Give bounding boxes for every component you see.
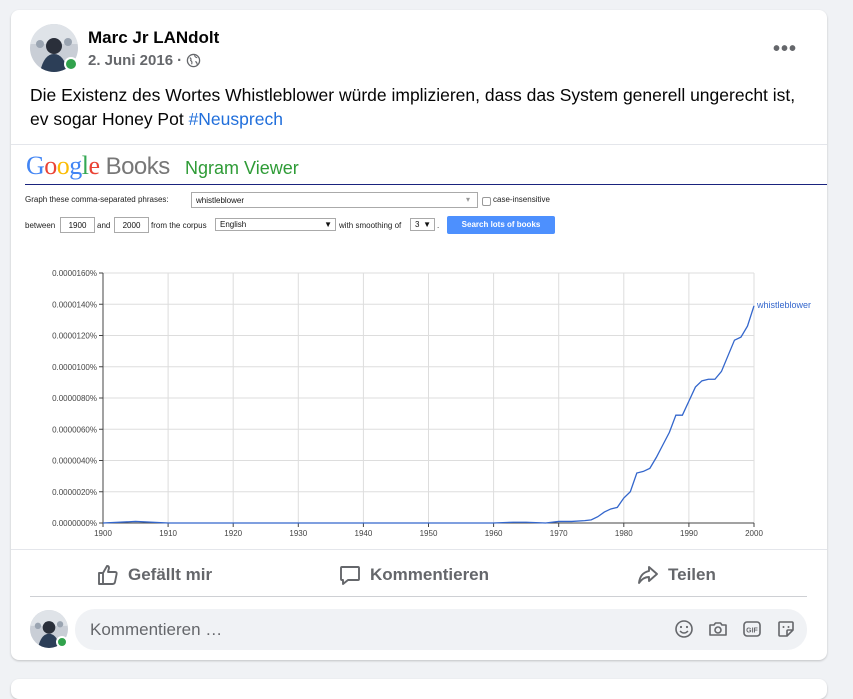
hashtag-link[interactable]: #Neusprech — [188, 109, 283, 129]
ngram-chart: 1900 1910 1920 1930 1940 1950 1960 1970 1980 1990… — [52, 269, 811, 538]
post-body: Die Existenz des Wortes Whistleblower wü… — [30, 85, 796, 129]
camera-icon[interactable] — [707, 618, 729, 640]
google-logo-letter: G — [26, 151, 45, 180]
thumbs-up-icon — [98, 565, 118, 585]
and-label: and — [97, 221, 111, 230]
dropdown-arrow-icon: ▾ — [466, 195, 471, 204]
x-tick-label: 1970 — [550, 529, 568, 538]
online-status-dot — [64, 57, 78, 71]
globe-icon — [186, 53, 201, 68]
y-tick-label: 0.0000140% — [52, 300, 97, 309]
comment-input[interactable]: Kommentieren … GIF — [75, 609, 807, 650]
meta-separator: · — [177, 52, 183, 69]
comment-button[interactable]: Kommentieren — [338, 558, 489, 592]
smoothing-arrow-icon: ▼ — [423, 220, 431, 229]
post-date[interactable]: 2. Juni 2016 — [88, 52, 174, 69]
smoothing-label: with smoothing of — [339, 221, 402, 230]
y-tick-label: 0.0000080% — [52, 394, 97, 403]
y-tick-label: 0.0000040% — [52, 457, 97, 466]
comment-icon — [340, 566, 360, 585]
case-insensitive-checkbox[interactable] — [482, 197, 491, 206]
post-text: Die Existenz des Wortes Whistleblower wü… — [30, 83, 810, 131]
series-line-whistleblower — [102, 305, 755, 524]
google-books-logo: Google Books — [26, 151, 170, 181]
like-button[interactable]: Gefällt mir — [96, 558, 212, 592]
x-tick-label: 1900 — [94, 529, 112, 538]
books-logo-text: Books — [105, 153, 171, 180]
search-books-button[interactable]: Search lots of books — [447, 216, 555, 234]
author-name[interactable]: Marc Jr LANdolt — [88, 28, 220, 47]
gif-icon[interactable]: GIF — [741, 618, 763, 640]
x-tick-label: 1910 — [159, 529, 177, 538]
google-logo-letter: e — [88, 151, 101, 180]
x-tick-label: 2000 — [745, 529, 763, 538]
period-label: . — [437, 221, 440, 230]
end-year-input[interactable]: 2000 — [114, 217, 149, 233]
phrase-input[interactable]: whistleblower — [191, 192, 478, 208]
share-icon — [638, 566, 658, 584]
post-card: Marc Jr LANdolt 2. Juni 2016 · ••• Die E… — [11, 10, 827, 660]
share-label: Teilen — [668, 565, 716, 584]
commenter-avatar-image — [30, 610, 68, 648]
more-options-button[interactable]: ••• — [772, 38, 797, 60]
y-tick-label: 0.0000100% — [52, 363, 97, 372]
y-tick-label: 0.0000020% — [52, 488, 97, 497]
smoothing-select[interactable]: 3 ▼ — [410, 218, 435, 231]
post-meta: 2. Juni 2016 · — [88, 52, 201, 69]
post-actions: Gefällt mir Kommentieren Teilen — [30, 558, 807, 597]
x-tick-label: 1960 — [485, 529, 503, 538]
comment-placeholder: Kommentieren … — [90, 620, 223, 639]
sticker-icon[interactable] — [775, 618, 797, 640]
avatar-image — [30, 24, 78, 72]
corpus-select[interactable]: English ▼ — [215, 218, 336, 231]
x-tick-label: 1990 — [680, 529, 698, 538]
ngram-viewer-title: Ngram Viewer — [185, 158, 299, 178]
y-tick-label: 0.0000120% — [52, 332, 97, 341]
corpus-arrow-icon: ▼ — [324, 220, 332, 229]
smiley-icon[interactable] — [673, 618, 695, 640]
y-tick-label: 0.0000060% — [52, 425, 97, 434]
x-tick-label: 1950 — [420, 529, 438, 538]
svg-text:GIF: GIF — [746, 628, 758, 635]
start-year-input[interactable]: 1900 — [60, 217, 95, 233]
author-avatar[interactable] — [30, 24, 78, 72]
google-logo-letter: o — [44, 151, 57, 180]
share-button[interactable]: Teilen — [636, 558, 716, 592]
google-logo-letter: o — [56, 151, 70, 180]
google-logo-letter: g — [69, 151, 82, 180]
google-logo-letter: l — [81, 151, 89, 180]
like-label: Gefällt mir — [128, 565, 213, 584]
ngram-screenshot[interactable]: Google Books Ngram Viewer Graph these co… — [11, 144, 827, 550]
comment-label: Kommentieren — [370, 565, 490, 584]
corpus-label: from the corpus — [151, 221, 207, 230]
x-tick-label: 1940 — [355, 529, 373, 538]
google-logo-text: Google — [26, 151, 100, 180]
x-tick-label: 1930 — [289, 529, 307, 538]
corpus-value: English — [220, 220, 247, 229]
y-tick-label: 0.0000000% — [52, 519, 97, 528]
x-tick-label: 1920 — [224, 529, 242, 538]
y-tick-label: 0.0000160% — [52, 269, 97, 278]
between-label: between — [25, 221, 56, 230]
comment-tools: GIF — [673, 618, 797, 640]
commenter-avatar[interactable] — [30, 610, 68, 648]
x-tick-label: 1980 — [615, 529, 633, 538]
commenter-online-dot — [56, 636, 68, 648]
header-divider — [25, 184, 827, 185]
phrases-label: Graph these comma-separated phrases: — [25, 195, 169, 204]
next-post-card — [11, 679, 827, 699]
series-label: whistleblower — [756, 300, 811, 310]
smoothing-value: 3 — [415, 220, 420, 229]
case-insensitive-label: case-insensitive — [493, 195, 550, 204]
